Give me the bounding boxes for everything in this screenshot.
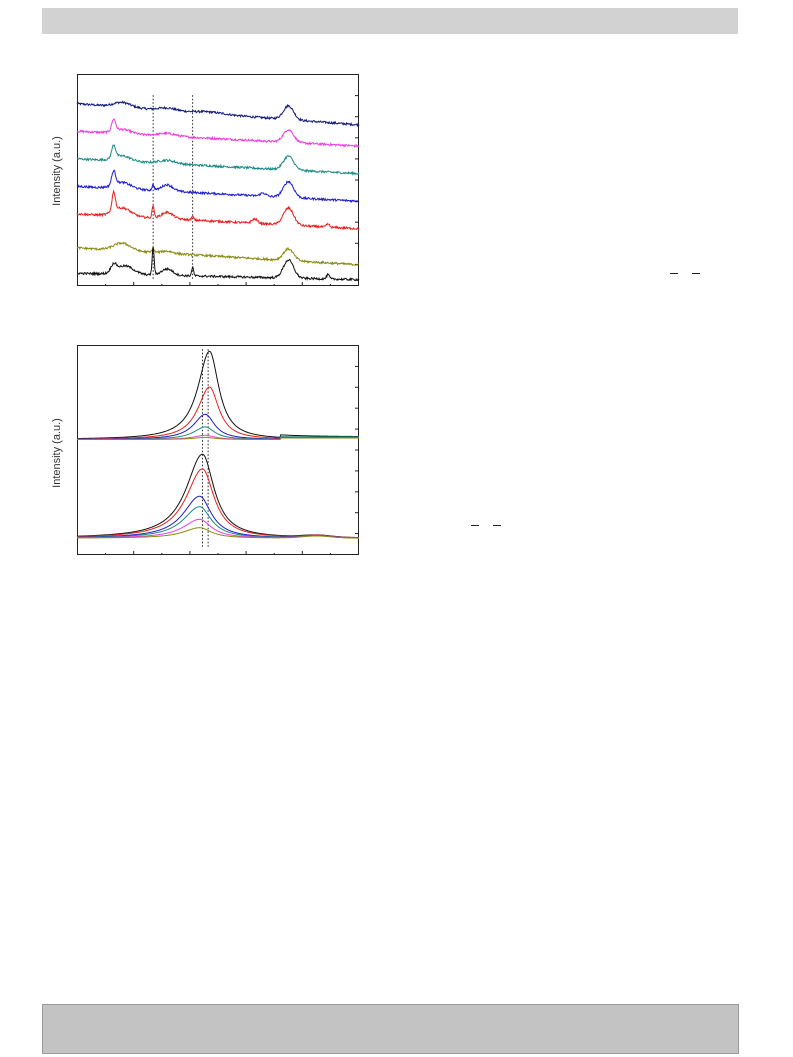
panel-b-series-6 <box>76 453 360 538</box>
panel-a-plot-frame <box>77 74 359 286</box>
panel-a-series-6 <box>76 246 360 282</box>
overbar-mark <box>692 273 700 274</box>
panel-b-series-0 <box>76 350 359 440</box>
overbar-mark <box>670 273 678 274</box>
panel-b-y-axis-label: Intensity (a.u.) <box>51 418 63 488</box>
panel-a-series-2 <box>76 144 360 177</box>
overbar-mark <box>493 525 501 526</box>
panel-b-series-5 <box>77 436 359 440</box>
panel-b-series-2 <box>77 413 359 440</box>
panel-b-series-7 <box>76 468 360 539</box>
page-footer-bar <box>42 1004 739 1054</box>
panel-a-series-3 <box>76 169 360 204</box>
panel-a-series-0 <box>76 100 360 128</box>
panel-a-series-4 <box>76 189 360 231</box>
overbar-mark <box>471 525 479 526</box>
panel-b-series-11 <box>77 527 360 539</box>
page-header-bar <box>42 8 738 34</box>
panel-b-peak-chart <box>76 345 360 555</box>
panel-a-xrd-chart <box>76 74 360 286</box>
panel-a-series-1 <box>76 118 360 148</box>
panel-a-series-5 <box>76 241 360 267</box>
panel-b-series-1 <box>77 386 359 440</box>
panel-a-y-axis-label: Intensity (a.u.) <box>51 136 63 206</box>
